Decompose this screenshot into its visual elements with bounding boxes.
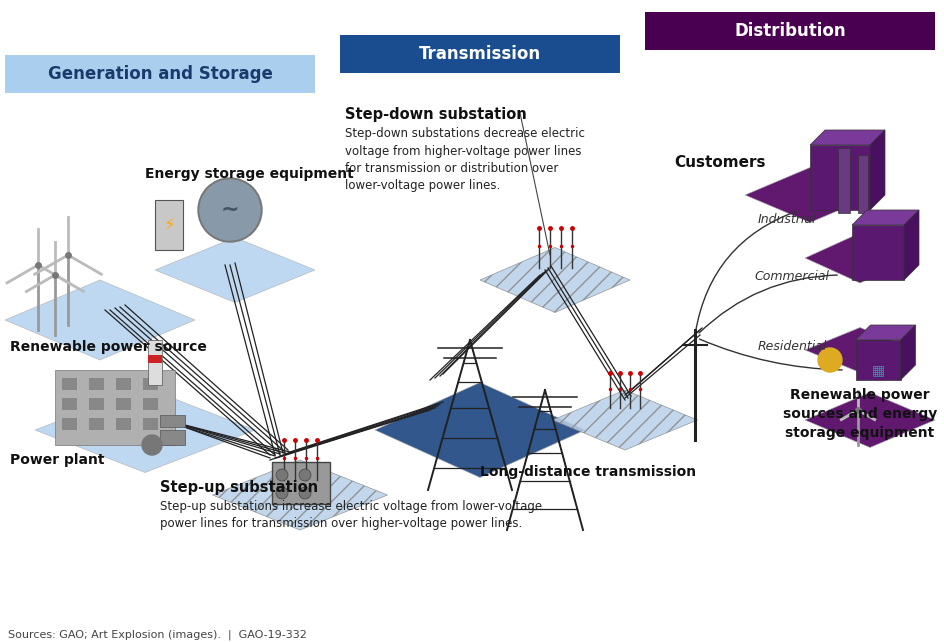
Text: ▦: ▦ [870, 363, 884, 377]
Bar [62, 378, 76, 390]
Polygon shape [5, 280, 194, 360]
Bar [272, 462, 329, 504]
FancyArrowPatch shape [695, 211, 797, 333]
Text: Renewable power source: Renewable power source [10, 340, 207, 354]
Text: Long-distance transmission: Long-distance transmission [480, 465, 696, 479]
Bar [116, 418, 131, 430]
Text: Commercial: Commercial [753, 270, 828, 283]
Bar [837, 148, 849, 213]
Bar [160, 415, 185, 427]
Circle shape [200, 180, 260, 240]
Text: Power plant: Power plant [10, 453, 105, 467]
Circle shape [276, 487, 288, 499]
Bar [148, 355, 161, 363]
Text: ~: ~ [221, 200, 239, 220]
Circle shape [298, 487, 311, 499]
Bar [5, 55, 314, 93]
Circle shape [276, 469, 288, 481]
Bar [340, 35, 619, 73]
Bar [148, 340, 161, 385]
Text: Transmission: Transmission [418, 45, 541, 63]
Bar [55, 370, 175, 445]
Bar [62, 418, 76, 430]
Polygon shape [744, 168, 874, 223]
Text: Industrial: Industrial [757, 213, 816, 226]
Bar [62, 398, 76, 410]
Polygon shape [552, 390, 697, 450]
Bar [143, 378, 158, 390]
Polygon shape [480, 248, 630, 313]
Circle shape [198, 178, 261, 242]
Bar [116, 378, 131, 390]
Bar [857, 155, 868, 213]
Polygon shape [155, 238, 314, 302]
Polygon shape [804, 327, 914, 372]
Polygon shape [869, 130, 885, 210]
Text: ⚡: ⚡ [163, 216, 175, 234]
Bar [89, 418, 104, 430]
Bar [55, 370, 175, 445]
Text: Sources: GAO; Art Explosion (images).  |  GAO-19-332: Sources: GAO; Art Explosion (images). | … [8, 630, 307, 641]
Text: Step-up substation: Step-up substation [160, 480, 318, 495]
Text: Step-up substations increase electric voltage from lower-voltage
power lines for: Step-up substations increase electric vo… [160, 500, 542, 530]
FancyArrowPatch shape [699, 275, 836, 333]
Bar [645, 12, 934, 50]
Bar [155, 200, 183, 250]
Polygon shape [35, 388, 255, 473]
Bar [160, 430, 185, 445]
Bar [143, 398, 158, 410]
Polygon shape [809, 145, 869, 210]
Text: Generation and Storage: Generation and Storage [47, 65, 272, 83]
Polygon shape [375, 383, 584, 478]
Text: Step-down substation: Step-down substation [345, 107, 526, 122]
Text: Step-down substations decrease electric
voltage from higher-voltage power lines
: Step-down substations decrease electric … [345, 127, 584, 193]
Polygon shape [804, 392, 934, 447]
Polygon shape [854, 340, 900, 380]
Bar [143, 418, 158, 430]
Polygon shape [851, 210, 918, 225]
Polygon shape [900, 325, 915, 380]
Polygon shape [903, 210, 918, 280]
Bar [89, 378, 104, 390]
Text: Residential: Residential [757, 340, 827, 353]
Text: Renewable power
sources and energy
storage equipment: Renewable power sources and energy stora… [782, 388, 936, 440]
FancyArrowPatch shape [699, 339, 841, 370]
Polygon shape [212, 460, 387, 530]
Text: Energy storage equipment: Energy storage equipment [144, 167, 353, 181]
Text: Customers: Customers [673, 155, 765, 170]
Bar [89, 398, 104, 410]
Polygon shape [854, 325, 915, 340]
Bar [116, 398, 131, 410]
Text: Distribution: Distribution [733, 22, 845, 40]
Circle shape [142, 435, 161, 455]
Polygon shape [804, 233, 914, 283]
Polygon shape [851, 225, 903, 280]
Circle shape [298, 469, 311, 481]
Polygon shape [809, 130, 885, 145]
Circle shape [818, 348, 841, 372]
